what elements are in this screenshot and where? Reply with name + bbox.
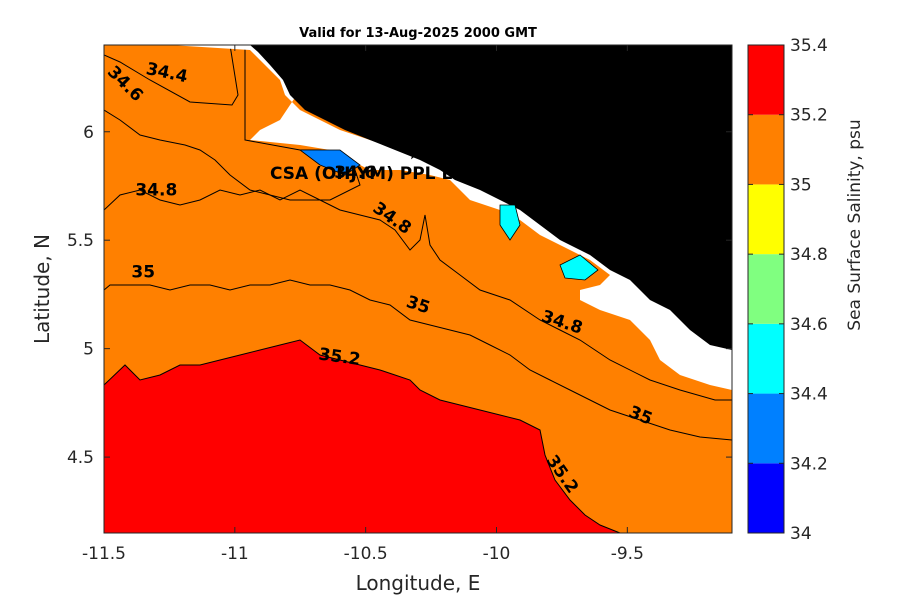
colorbar-segment bbox=[748, 323, 784, 394]
colorbar-segment bbox=[748, 114, 784, 185]
y-tick-label: 5.5 bbox=[67, 231, 94, 251]
colorbar-frame bbox=[747, 44, 785, 534]
contour-label: 34.6 bbox=[334, 163, 376, 183]
x-axis-label: Longitude, E bbox=[356, 571, 481, 595]
plot-area bbox=[104, 45, 732, 533]
contour-line-34.4 bbox=[104, 45, 239, 106]
colorbar-tick-label: 35.2 bbox=[790, 106, 828, 126]
colorbar-tick-label: 34.8 bbox=[790, 245, 828, 265]
y-axis: 4.5 5 5.5 6 bbox=[67, 123, 732, 468]
x-tick-label: -11.5 bbox=[82, 544, 126, 564]
colorbar-label: Sea Surface Salinity, psu bbox=[845, 119, 865, 330]
y-tick-label: 5 bbox=[83, 340, 94, 360]
site-label: CSA (OHJYM) PPL EB bbox=[270, 164, 466, 184]
plot-frame bbox=[103, 44, 733, 534]
contour-label: 34.8 bbox=[135, 180, 177, 200]
colorbar: 34 34.2 34.4 34.6 34.8 35 35.2 35.4 bbox=[747, 36, 828, 544]
no-data-zone bbox=[170, 45, 732, 390]
colorbar-segment bbox=[748, 45, 784, 115]
contour-line-35.2 bbox=[104, 339, 621, 533]
contour-label: 35 bbox=[131, 263, 155, 283]
colorbar-tick-label: 35 bbox=[790, 175, 812, 195]
y-axis-label: Latitude, N bbox=[30, 234, 54, 344]
y-tick-label: 6 bbox=[83, 123, 94, 143]
colorbar-tick-label: 34.6 bbox=[790, 315, 828, 335]
star-icon: ☆ bbox=[406, 135, 429, 165]
contour-line-34.8 bbox=[104, 189, 732, 401]
colorbar-tick-label: 35.4 bbox=[790, 36, 828, 56]
coastal-patch-3 bbox=[298, 149, 361, 176]
colorbar-segment bbox=[748, 184, 784, 255]
colorbar-segment bbox=[748, 463, 784, 533]
contour-line-35.0 bbox=[104, 279, 732, 441]
contour-lines bbox=[104, 45, 732, 533]
colorbar-tick-label: 34.4 bbox=[790, 385, 828, 405]
colorbar-segment bbox=[748, 254, 784, 324]
x-tick-label: -10.5 bbox=[344, 544, 388, 564]
coastal-patch-2 bbox=[559, 254, 599, 281]
colorbar-tick-label: 34.2 bbox=[790, 454, 828, 474]
band-35.2-35.4 bbox=[104, 340, 620, 533]
x-tick-label: -11 bbox=[221, 544, 249, 564]
site-marker: ☆ CSA (OHJYM) PPL EB bbox=[270, 135, 466, 185]
y-tick-label: 4.5 bbox=[67, 448, 94, 468]
x-tick-label: -9.5 bbox=[611, 544, 644, 564]
x-tick-label: -10 bbox=[483, 544, 511, 564]
x-axis: -11.5 -11 -10.5 -10 -9.5 bbox=[82, 45, 644, 564]
coastal-patch-1 bbox=[499, 204, 521, 241]
colorbar-segment bbox=[748, 393, 784, 464]
land-mass bbox=[250, 45, 732, 350]
chart-title: Valid for 13-Aug-2025 2000 GMT bbox=[299, 26, 537, 41]
colorbar-tick-label: 34 bbox=[790, 524, 812, 544]
